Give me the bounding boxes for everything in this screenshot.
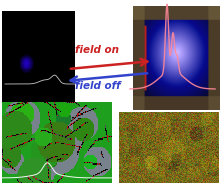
Text: field on: field on bbox=[75, 45, 119, 55]
Text: field off: field off bbox=[75, 81, 121, 91]
